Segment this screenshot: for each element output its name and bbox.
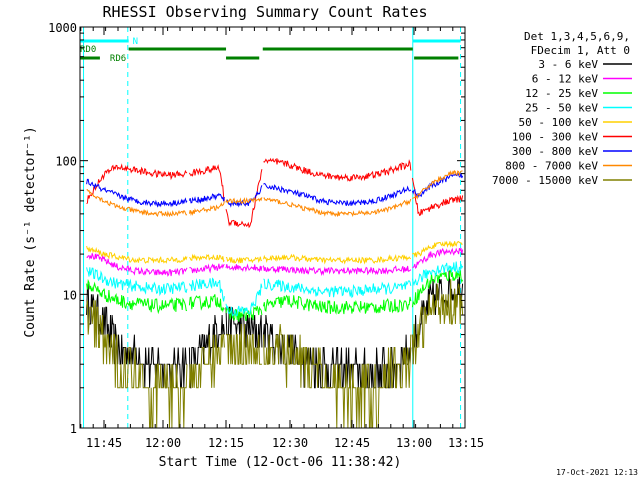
plot-frame	[79, 26, 466, 429]
legend-label-7: 800 - 7000 keV	[505, 160, 598, 173]
series-line-5	[86, 157, 464, 229]
x-tick-label-1: 12:00	[145, 436, 181, 450]
y-tick-label-1: 10	[63, 288, 77, 302]
series-line-4	[86, 240, 463, 265]
legend-label-6: 300 - 800 keV	[512, 145, 598, 158]
x-axis-label: Start Time (12-Oct-06 11:38:42)	[159, 455, 402, 470]
legend-label-4: 50 - 100 keV	[519, 116, 599, 129]
footer-timestamp: 17-Oct-2021 12:13	[556, 468, 638, 477]
x-tick-label-0: 11:45	[86, 436, 122, 450]
legend-label-5: 100 - 300 keV	[512, 131, 598, 144]
x-tick-label-5: 13:00	[396, 436, 432, 450]
series-line-7	[86, 169, 463, 218]
series-line-8	[86, 279, 464, 429]
legend-header-0: Det 1,3,4,5,6,9,	[524, 30, 630, 43]
flag-label-n: N	[133, 37, 138, 47]
legend-label-8: 7000 - 15000 keV	[492, 174, 598, 187]
series-line-6	[86, 172, 464, 208]
flag-label-rd6: RD6	[110, 54, 126, 64]
legend-label-0: 3 - 6 keV	[538, 58, 598, 71]
x-tick-label-2: 12:15	[208, 436, 244, 450]
y-tick-label-0: 1	[70, 422, 77, 436]
x-tick-label-4: 12:45	[334, 436, 370, 450]
legend-label-1: 6 - 12 keV	[532, 73, 599, 86]
series-line-2	[86, 269, 464, 322]
legend-label-2: 12 - 25 keV	[525, 87, 598, 100]
flag-label-rd0: RD0	[80, 45, 96, 55]
y-tick-label-2: 100	[55, 155, 77, 169]
y-tick-label-3: 1000	[48, 21, 77, 35]
legend-header-1: FDecim 1, Att 0	[531, 44, 630, 57]
x-tick-label-3: 12:30	[272, 436, 308, 450]
legend-label-3: 25 - 50 keV	[525, 102, 598, 115]
series-line-3	[86, 261, 464, 317]
x-tick-label-6: 13:15	[448, 436, 484, 450]
y-axis-label: Count Rate (s⁻¹ detector⁻¹)	[23, 126, 38, 337]
series-line-1	[86, 247, 464, 277]
chart-title: RHESSI Observing Summary Count Rates	[102, 3, 427, 21]
